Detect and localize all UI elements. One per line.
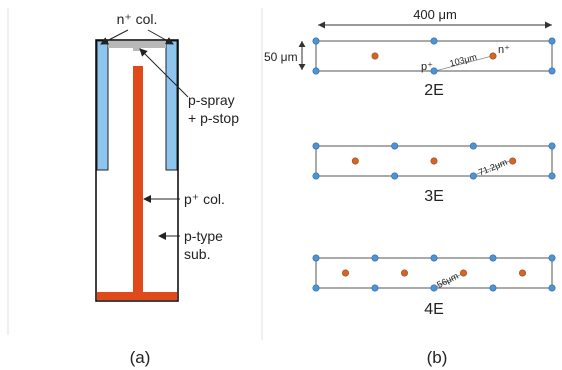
p-electrode-3e-top-0 [312,142,320,150]
layout-name-3e: 3E [424,188,444,205]
p-electrode-2e-bottom-2 [548,67,556,75]
p-electrode-2e-top-2 [548,37,556,45]
caption-a: (a) [130,348,151,367]
dim-height-arrow-top [298,41,306,47]
electrodes-4e [312,254,556,292]
dim-width-arrow-right [545,21,552,29]
p-electrode-2e-bottom-1 [430,67,438,75]
arrow-n-col-left [100,29,129,45]
pitch-label-3e: 71.2μm [477,157,509,178]
p-electrode-4e-bottom-3 [489,284,497,292]
dim-height-label: 50 μm [264,50,298,64]
n-electrode-2e-1 [489,52,497,60]
pixel-outline-2e [315,40,553,72]
n-electrode-4e-2 [459,269,467,277]
label-sub: sub. [184,246,210,262]
n-electrode-3e-2 [509,157,517,165]
p-spray-layer [108,41,166,48]
layout-2e: 103μm n⁺ p⁺ 2E [312,37,556,99]
p-electrode-3e-bottom-1 [391,172,399,180]
arrow-n-col-right [147,29,174,45]
pitch-line-4e [433,272,465,289]
label-p-spray: p-spray [188,92,235,108]
electrodes-2e [312,37,556,75]
dim-width-arrow-left [318,21,325,29]
p-electrode-3e-bottom-2 [469,172,477,180]
p-electrode-2e-top-0 [312,37,320,45]
p-electrode-3e-top-1 [391,142,399,150]
pitch-label-4e: 56μm [435,271,460,290]
n-column-left [96,40,109,171]
p-electrode-4e-bottom-2 [430,284,438,292]
label-p-col: p⁺ col. [184,191,225,207]
label-p-stop: + p-stop [188,110,239,126]
dim-width-label: 400 μm [413,7,457,22]
p-electrode-2e-top-1 [430,37,438,45]
n-electrode-3e-1 [430,157,438,165]
pitch-line-3e [471,159,513,177]
p-electrode-4e-top-0 [312,254,320,262]
p-electrode-4e-bottom-4 [548,284,556,292]
label-p-type: p-type [184,228,223,244]
p-electrode-4e-top-4 [548,254,556,262]
p-electrode-4e-bottom-0 [312,284,320,292]
p-electrode-4e-top-2 [430,254,438,262]
layout-4e: 56μm 4E [312,254,556,318]
n-electrode-4e-3 [518,269,526,277]
panel-b-layouts: 400 μm 50 μm 103μm n⁺ p⁺ 2E 71.2μm 3E [264,7,556,367]
pitch-line-2e [434,55,493,72]
layout-3e: 71.2μm 3E [312,142,556,205]
n-electrode-4e-1 [400,269,408,277]
label-n-electrode: n⁺ [498,44,510,56]
pitch-label-2e: 103μm [449,52,478,69]
p-stop-implant [133,45,141,51]
n-electrode-2e-0 [371,52,379,60]
n-electrode-3e-0 [351,157,359,165]
p-electrode-3e-bottom-3 [548,172,556,180]
n-electrode-4e-0 [341,269,349,277]
pixel-outline-4e [315,257,553,289]
panel-a-sensor: n⁺ col. p-spray + p-stop p⁺ col. p-type … [95,11,239,367]
layout-name-4e: 4E [424,301,444,318]
label-p-electrode: p⁺ [421,61,433,73]
pixel-outline-3e [315,145,553,177]
p-electrode-3e-bottom-0 [312,172,320,180]
electrodes-3e [312,142,556,180]
p-electrode-3e-top-3 [548,142,556,150]
p-column [133,66,143,296]
p-electrode-4e-top-1 [371,254,379,262]
dim-height-arrow-bottom [298,64,306,70]
arrow-p-spray [139,48,189,98]
p-electrode-4e-bottom-1 [371,284,379,292]
label-n-col: n⁺ col. [117,11,158,27]
caption-b: (b) [427,348,448,367]
p-electrode-2e-bottom-0 [312,67,320,75]
p-electrode-3e-top-2 [469,142,477,150]
n-column-right [165,40,178,171]
p-backplane [97,292,177,300]
layout-name-2e: 2E [424,82,444,99]
p-electrode-4e-top-3 [489,254,497,262]
